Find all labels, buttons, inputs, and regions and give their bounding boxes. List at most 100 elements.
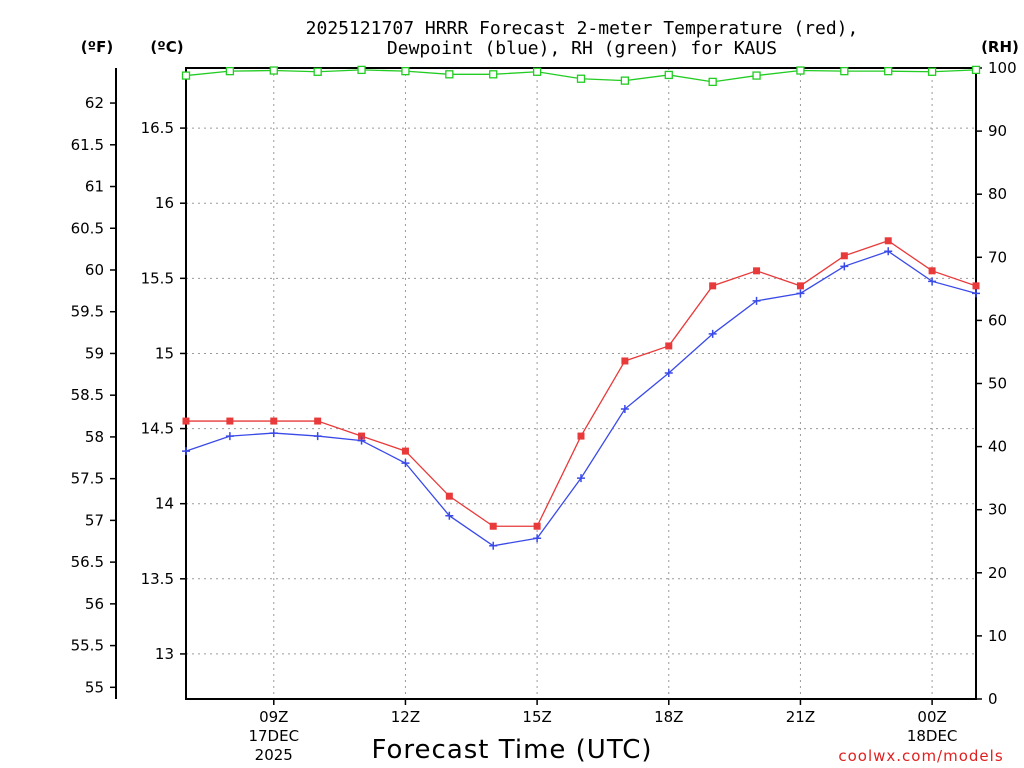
rh-point [664,70,673,80]
temperature-point [314,417,322,425]
temperature-point [270,417,278,425]
rh-point [884,67,893,76]
rh-tick-label: 40 [988,438,1007,456]
temperature-point [577,432,585,440]
rh-tick-label: 90 [988,122,1007,140]
celsius-tick-label: 16 [155,194,174,212]
temperature-point [358,432,366,440]
plot-frame [185,67,977,700]
chart-title-line1: 2025121707 HRRR Forecast 2-meter Tempera… [306,18,859,39]
dewpoint-point [840,262,849,271]
fahrenheit-tick-label: 57.5 [71,470,104,488]
series-layer [181,65,981,550]
temperature-point [621,357,629,365]
temperature-point [884,237,892,245]
temperature-series-line [186,240,977,527]
rh-point [181,71,191,80]
dewpoint-series-line [185,250,977,547]
temperature-point [928,267,936,275]
temperature-point [226,417,234,425]
fahrenheit-tick-label: 57 [85,511,104,529]
x-tick-label: 21Z [786,708,815,726]
rh-tick-label: 60 [988,311,1007,329]
dewpoint-point [972,289,980,298]
temperature-point [401,447,409,455]
dewpoint-point [313,432,322,441]
temperature-point [972,282,980,290]
fahrenheit-tick-label: 58 [85,428,104,446]
temperature-point [840,252,848,260]
rh-point [576,74,586,83]
dewpoint-point [708,329,717,338]
dewpoint-point [577,474,585,483]
fahrenheit-tick-label: 60.5 [71,219,104,237]
x-tick-label: 18Z [654,708,683,726]
rh-point [840,67,849,76]
rh-point [357,65,366,75]
rh-point [708,77,717,87]
rh-point [752,71,761,80]
celsius-tick-label: 15 [155,344,174,362]
rh-point [445,70,454,79]
x-tick-label: 09Z [259,708,288,726]
fahrenheit-tick-label: 60 [85,261,104,279]
dewpoint-point [533,534,542,543]
x-tick-date: 18DEC [907,727,958,745]
x-tick-label: 00Z [917,708,946,726]
celsius-tick-label: 16.5 [141,119,174,137]
temperature-point [489,522,497,530]
rh-tick-label: 30 [988,501,1007,519]
gridlines [186,68,976,699]
fahrenheit-tick-label: 55.5 [71,637,104,655]
rh-point [927,67,937,76]
x-tick-date: 17DEC [248,727,299,745]
fahrenheit-tick-label: 56 [85,595,104,613]
fahrenheit-tick-label: 62 [85,94,104,112]
temperature-point [533,522,541,530]
fahrenheit-tick-label: 55 [85,678,104,696]
dewpoint-point [489,541,498,550]
temperature-point [665,342,673,350]
x-tick-label: 12Z [391,708,420,726]
rh-tick-label: 10 [988,627,1007,645]
celsius-tick-label: 14.5 [141,420,174,438]
celsius-tick-label: 14 [155,495,174,513]
rh-tick-label: 50 [988,375,1007,393]
rh-point [489,70,498,79]
rh-point [269,66,278,75]
dewpoint-point [928,277,937,286]
rh-tick-label: 80 [988,185,1007,203]
dewpoint-point [752,296,761,305]
rh-tick-label: 100 [988,59,1017,77]
rh-point [225,67,235,76]
celsius-tick-label: 13 [155,645,174,663]
rh-tick-label: 0 [988,690,998,708]
fahrenheit-tick-label: 61.5 [71,136,104,154]
temperature-point [753,267,761,275]
rh-point [401,67,410,76]
temperature-point [445,492,453,500]
rh-point [971,65,981,75]
rh-unit-label: (RH) [981,38,1019,56]
dewpoint-point [884,247,893,256]
temperature-point [796,282,804,290]
dewpoint-point [796,289,805,298]
dewpoint-point [445,511,454,520]
dewpoint-point [664,368,673,377]
rh-point [532,67,542,76]
temperature-point [709,282,717,290]
celsius-tick-label: 13.5 [141,570,174,588]
dewpoint-point [357,436,366,445]
rh-point [796,66,805,75]
celsius-tick-label: 15.5 [141,269,174,287]
dewpoint-point [269,429,278,438]
fahrenheit-tick-label: 58.5 [71,386,104,404]
chart-title-line2: Dewpoint (blue), RH (green) for KAUS [387,38,777,59]
x-axis-title: Forecast Time (UTC) [371,735,652,765]
dewpoint-point [182,447,190,456]
rh-point [620,76,630,85]
x-tick-year: 2025 [255,746,293,764]
rh-tick-label: 20 [988,564,1007,582]
